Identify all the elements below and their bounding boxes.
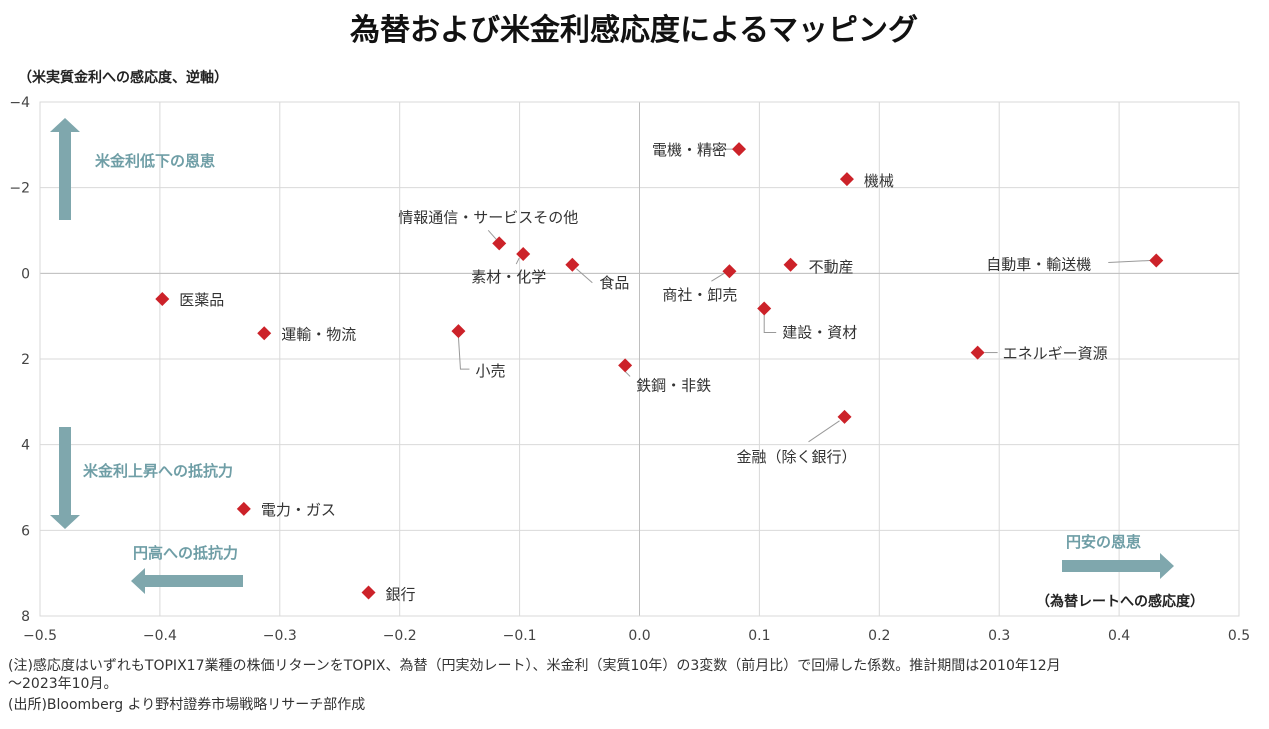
- leader-line: [487, 230, 497, 240]
- data-point-marker: [839, 172, 854, 187]
- data-point-marker: [618, 358, 633, 373]
- data-point-marker: [155, 292, 170, 307]
- data-point-marker: [361, 585, 376, 600]
- x-tick-label: 0.1: [748, 628, 770, 644]
- y-tick-label: 4: [21, 438, 30, 454]
- data-point-label: 鉄鋼・非鉄: [636, 376, 711, 394]
- leader-line: [763, 314, 777, 333]
- data-point-marker: [565, 257, 580, 272]
- grid-lines: [39, 101, 1240, 617]
- y-tick-label: 2: [21, 352, 30, 368]
- footnote-note-line2: ～2023年10月。: [8, 676, 118, 692]
- x-tick-label: 0.3: [988, 628, 1010, 644]
- x-tick-label: −0.2: [383, 628, 417, 644]
- data-point-label: 自動車・輸送機: [986, 255, 1091, 273]
- arrow-right-icon: [1062, 553, 1174, 579]
- data-point-marker: [257, 326, 272, 341]
- leader-line: [457, 337, 470, 370]
- data-point-label: 小売: [475, 362, 505, 380]
- leader-line: [808, 420, 840, 443]
- data-point-label: 建設・資材: [782, 323, 857, 341]
- callout-yen-weak: 円安の恩恵: [1066, 533, 1141, 551]
- x-axis-label: （為替レートへの感応度）: [1036, 593, 1204, 610]
- data-point-marker: [970, 345, 985, 360]
- y-axis-label: （米実質金利への感応度、逆軸）: [18, 69, 228, 86]
- data-point-marker: [732, 142, 747, 157]
- data-point-label: 素材・化学: [471, 268, 546, 286]
- data-point-label: 食品: [599, 274, 629, 292]
- data-point-marker: [516, 247, 531, 262]
- y-tick-label: 6: [21, 523, 30, 539]
- x-tick-label: −0.3: [263, 628, 297, 644]
- data-point-marker: [492, 236, 507, 251]
- chart-title: 為替および米金利感応度によるマッピング: [350, 13, 918, 48]
- x-tick-label: −0.4: [143, 628, 177, 644]
- data-point-label: 金融（除く銀行）: [737, 448, 857, 466]
- leader-line: [624, 371, 631, 377]
- data-point-label: 不動産: [809, 258, 854, 276]
- arrow-up-icon: [50, 118, 80, 220]
- leader-line: [515, 257, 520, 265]
- data-point-label: 機械: [864, 172, 894, 190]
- data-point-label: 医薬品: [179, 291, 224, 309]
- leader-line: [1108, 259, 1151, 263]
- arrow-down-icon: [50, 427, 80, 529]
- data-point-marker: [451, 324, 466, 339]
- callout-rate-down: 米金利低下の恩恵: [95, 152, 215, 170]
- y-tick-label: 8: [21, 609, 30, 625]
- leader-line: [576, 268, 593, 284]
- x-tick-label: 0.5: [1228, 628, 1250, 644]
- data-point-marker: [236, 501, 251, 516]
- axis-ticks: −0.5 −0.4 −0.3 −0.2 −0.1 0.0 0.1 0.2 0.3 0.4 0.5 −4…: [9, 95, 1250, 644]
- data-point-marker: [837, 409, 852, 424]
- callout-rate-up: 米金利上昇への抵抗力: [83, 462, 233, 480]
- plot-frame: [39, 101, 1240, 617]
- data-point-label: エネルギー資源: [1003, 345, 1108, 363]
- data-point-marker: [783, 257, 798, 272]
- footnote-note-line1: (注)感応度はいずれもTOPIX17業種の株価リターンをTOPIX、為替（円実効…: [8, 658, 1061, 674]
- data-points: [155, 142, 1164, 600]
- data-point-marker: [757, 301, 772, 316]
- x-tick-label: −0.5: [23, 628, 57, 644]
- y-tick-label: −2: [9, 181, 30, 197]
- data-point-label: 商社・卸売: [662, 286, 737, 304]
- arrow-left-icon: [131, 568, 243, 594]
- data-point-label: 情報通信・サービスその他: [398, 208, 578, 226]
- y-tick-label: 0: [21, 266, 30, 282]
- leader-line: [711, 272, 725, 282]
- footnote-source: (出所)Bloomberg より野村證券市場戦略リサーチ部作成: [8, 697, 366, 713]
- x-tick-label: −0.1: [503, 628, 537, 644]
- x-tick-label: 0.4: [1108, 628, 1130, 644]
- data-point-label: 電機・精密: [652, 141, 727, 159]
- callout-yen-strong: 円高への抵抗力: [133, 544, 238, 562]
- x-tick-label: 0.2: [868, 628, 890, 644]
- data-point-marker: [722, 264, 737, 279]
- y-tick-label: −4: [9, 95, 30, 111]
- data-point-label: 運輸・物流: [281, 325, 356, 343]
- x-tick-label: 0.0: [628, 628, 650, 644]
- data-point-label: 銀行: [386, 585, 416, 603]
- data-point-label: 電力・ガス: [261, 501, 336, 519]
- data-point-marker: [1149, 253, 1164, 268]
- leader-lines: [457, 148, 1151, 443]
